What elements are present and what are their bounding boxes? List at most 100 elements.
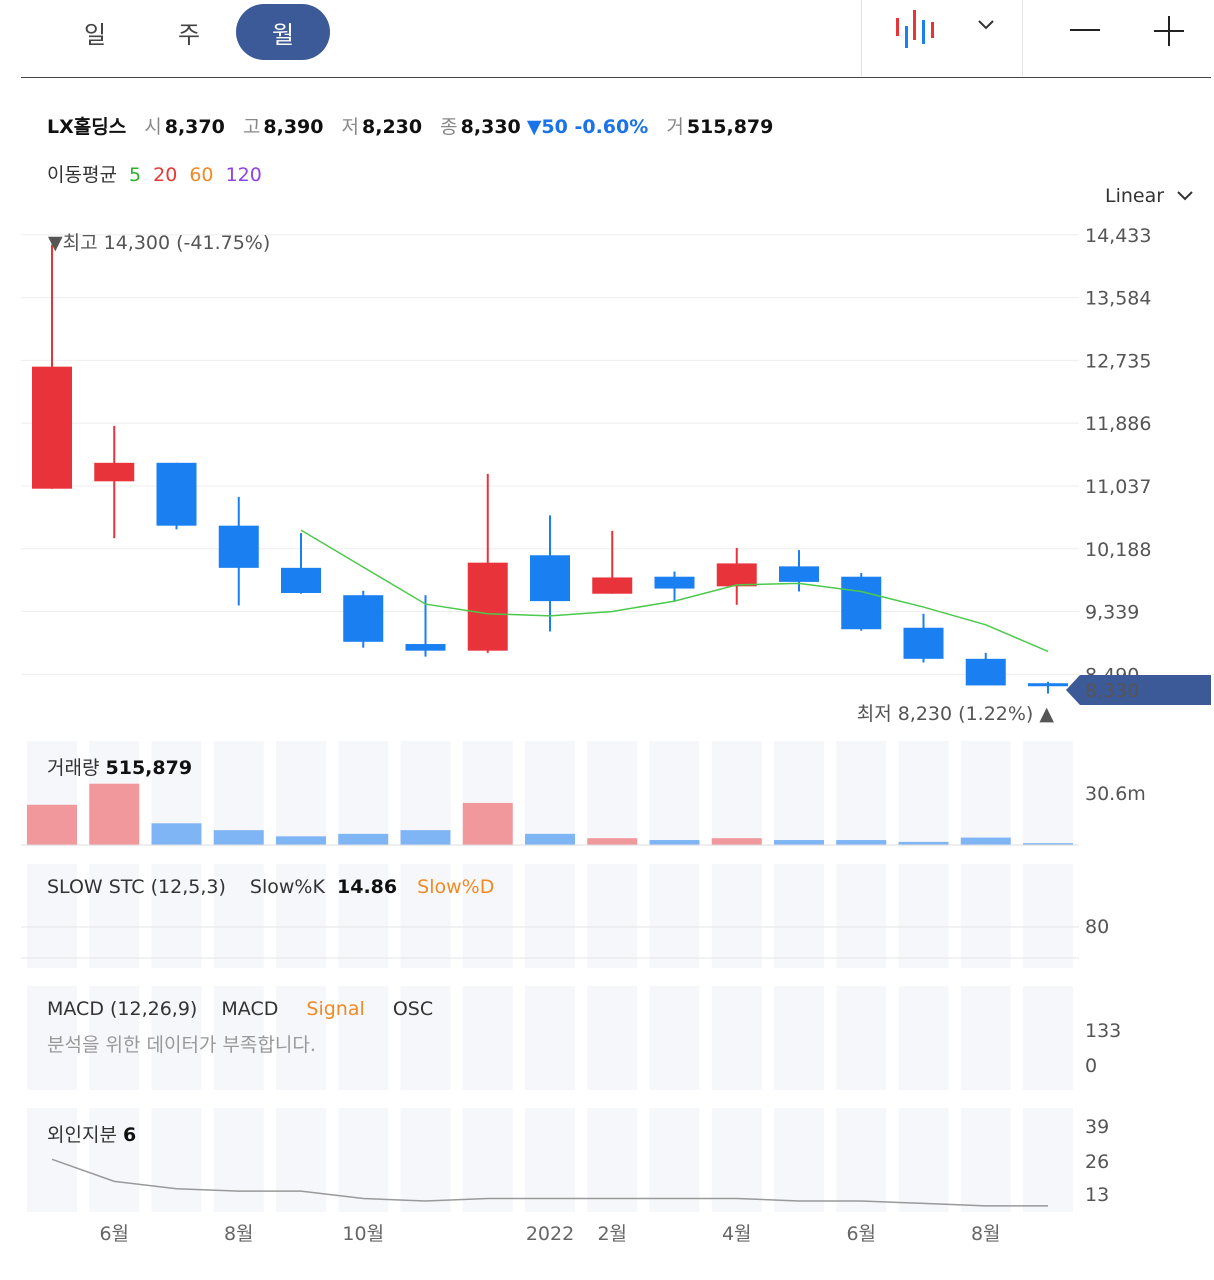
candle-body [1028, 683, 1068, 687]
ma-5[interactable]: 5 [128, 164, 142, 186]
panel-background-column [960, 1108, 1011, 1212]
candle-body [467, 562, 508, 651]
panel-background-column [400, 1108, 451, 1212]
x-tick-label: 4월 [722, 1223, 752, 1245]
panel-background-column [89, 986, 140, 1090]
volume-value: 515,879 [686, 116, 774, 138]
high-label: 고 [242, 116, 261, 138]
close-value: 8,330 [460, 116, 521, 138]
panel-background-column [151, 986, 202, 1090]
foreign-axis-label: 13 [1085, 1184, 1109, 1206]
volume-bar [1023, 843, 1073, 845]
price-tick-label: 12,735 [1085, 350, 1151, 372]
panel-background-column [960, 864, 1011, 968]
current-price-tag [1066, 675, 1211, 705]
panel-background-column [400, 741, 451, 846]
high-value: 8,390 [263, 116, 324, 138]
foreign-ownership-line [51, 1158, 1048, 1207]
panel-background-column [898, 986, 949, 1090]
panel-background-column [587, 864, 638, 968]
low-label: 저 [341, 116, 360, 138]
price-tick-label: 11,037 [1085, 476, 1151, 498]
macd-label: MACD [221, 998, 279, 1020]
tab-week[interactable]: 주 [177, 20, 201, 49]
x-tick-label: 2월 [597, 1223, 627, 1245]
tab-month[interactable]: 월 [236, 4, 330, 60]
panel-background-column [774, 1108, 824, 1212]
stoch-panel-title: SLOW STC (12,5,3) Slow%K 14.86 Slow%D [47, 876, 494, 898]
macd-message: 분석을 위한 데이터가 부족합니다. [47, 1034, 316, 1056]
panel-background-column [898, 1108, 949, 1212]
tab-day[interactable]: 일 [83, 20, 107, 49]
panel-background-column [338, 1108, 389, 1212]
toolbar-divider [1022, 0, 1023, 76]
x-tick-label: 6월 [846, 1223, 876, 1245]
x-tick-label: 8월 [971, 1223, 1001, 1245]
candlestick-icon[interactable] [893, 10, 941, 50]
chevron-down-icon[interactable] [976, 16, 996, 32]
open-label: 시 [144, 116, 162, 138]
foreign-value: 6 [122, 1124, 137, 1146]
panel-background-column [462, 864, 513, 968]
candle-body [841, 576, 882, 630]
foreign-axis-label: 39 [1085, 1116, 1109, 1138]
volume-panel-value: 515,879 [105, 757, 193, 779]
panel-background-column [462, 1108, 513, 1212]
volume-bar [27, 804, 77, 845]
panel-background-column [836, 986, 887, 1090]
ma-60[interactable]: 60 [189, 164, 214, 186]
panel-background-column [89, 1108, 140, 1212]
panel-background-column [587, 986, 638, 1090]
ma-20[interactable]: 20 [153, 164, 178, 186]
panel-background-column [151, 1108, 202, 1212]
volume-bar [462, 802, 513, 845]
panel-background-column [213, 864, 264, 968]
stoch-title: SLOW STC (12,5,3) [47, 876, 226, 898]
candle-body [903, 627, 944, 659]
panel-background-column [151, 864, 202, 968]
candle-body [592, 577, 633, 594]
panel-background-column [1023, 741, 1073, 846]
panel-background-column [525, 741, 575, 846]
macd-axis-label: 0 [1085, 1055, 1097, 1077]
volume-bar [898, 841, 949, 845]
panel-background-column [774, 741, 824, 846]
header-divider [21, 77, 1211, 78]
moving-average-legend[interactable]: 이동평균 5 20 60 120 [47, 160, 268, 187]
quote-summary: LX홀딩스 시 8,370 고 8,390 저 8,230 종 8,330 ▼50 -0… [47, 112, 773, 139]
panel-background-column [898, 864, 949, 968]
x-tick-label: 8월 [224, 1223, 254, 1245]
panel-background-column [836, 741, 887, 846]
price-tick-label: 9,339 [1085, 602, 1139, 624]
panel-background-column [649, 986, 700, 1090]
panel-background-column [711, 864, 762, 968]
candle-body [654, 576, 695, 589]
panel-background-column [774, 986, 824, 1090]
scale-selector[interactable]: Linear [1105, 185, 1194, 207]
panel-background-column [1023, 1108, 1073, 1212]
panel-background-column [1023, 986, 1073, 1090]
low-value: 8,230 [362, 116, 423, 138]
current-price-label: 8,330 [1085, 680, 1139, 702]
ma-120[interactable]: 120 [225, 164, 262, 186]
panel-background-column [960, 741, 1011, 846]
candle-body [94, 462, 135, 482]
panel-background-column [711, 1108, 762, 1212]
osc-label: OSC [392, 998, 434, 1020]
zoom-in-button[interactable] [1152, 14, 1186, 48]
price-tick-label: 10,188 [1085, 539, 1151, 561]
volume-bar [649, 840, 700, 845]
volume-bar [338, 833, 389, 845]
zoom-out-button[interactable] [1068, 18, 1102, 42]
volume-bar [151, 823, 202, 845]
panel-background-column [89, 864, 140, 968]
panel-background-column [960, 986, 1011, 1090]
panel-background-column [774, 864, 824, 968]
panel-background-column [338, 741, 389, 846]
candle-body [716, 563, 757, 587]
stoch-k-value: 14.86 [337, 876, 398, 898]
foreign-panel-title: 외인지분 6 [47, 1120, 136, 1147]
open-value: 8,370 [164, 116, 225, 138]
panel-background-column [1023, 864, 1073, 968]
